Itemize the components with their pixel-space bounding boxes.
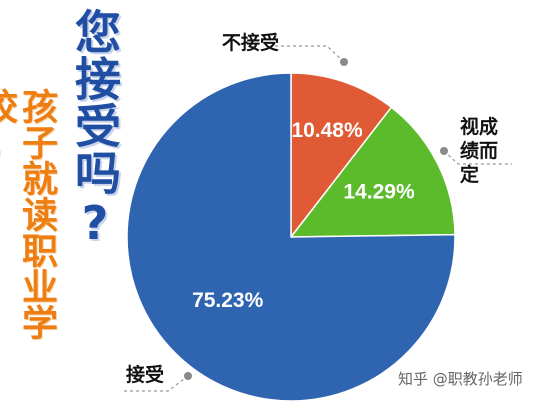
pie-slice-1 [289,106,456,238]
callout-label-accept: 接受 [126,364,165,386]
callout-label-not-accept: 不接受 [222,32,280,54]
pie-slice-labels: 10.48% 14.29% 75.23% [192,119,415,312]
pie-slice-label-0: 10.48% [291,119,363,142]
pie-slice-label-2: 75.23% [192,289,264,312]
callout-label-depends: 视成绩而定 [460,116,499,186]
pie-slices [126,72,456,402]
callout-leader-accept [124,372,192,392]
pie-slice-2 [126,72,456,402]
callout-leader-depends [440,147,512,165]
chart-title: 您接受吗? [68,8,122,251]
chart-subtitle: 孩子就读职业学校, [0,88,57,340]
pie-slice-label-1: 14.29% [343,181,415,204]
watermark: 知乎 @职教孙老师 [398,370,523,388]
callout-leader-not-accept [275,45,348,66]
pie-slice-0 [290,72,393,240]
